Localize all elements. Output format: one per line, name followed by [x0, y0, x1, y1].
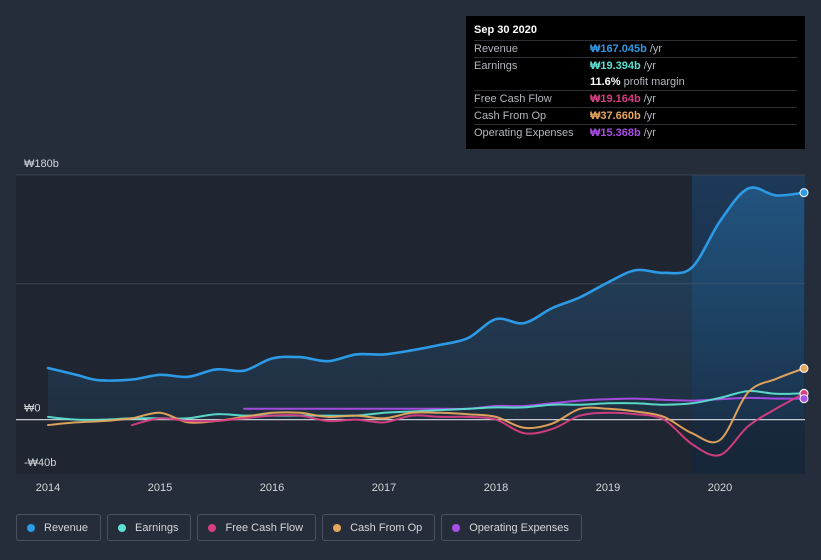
tooltip-label — [474, 74, 590, 90]
tooltip-label: Cash From Op — [474, 110, 547, 122]
tooltip-unit: /yr — [643, 60, 656, 72]
tooltip-date: Sep 30 2020 — [474, 24, 537, 36]
legend-dot-icon — [118, 523, 127, 532]
cash-from-op-end-point — [799, 363, 809, 373]
revenue-area — [48, 187, 804, 420]
x-tick-label: 2018 — [484, 482, 508, 494]
tooltip-row-margin: 11.6% profit margin — [474, 74, 797, 90]
x-tick-label: 2016 — [260, 482, 284, 494]
tooltip-value: ₩19.394b — [590, 60, 641, 72]
revenue-end-point — [799, 188, 809, 198]
tooltip-value: ₩19.164b — [590, 93, 641, 105]
legend-dot-icon — [27, 523, 35, 532]
tooltip-label: Earnings — [474, 60, 518, 72]
tooltip-row-fcf: Free Cash Flow ₩19.164b /yr — [474, 90, 797, 107]
legend-item-revenue[interactable]: Revenue — [16, 514, 102, 541]
x-tick-label: 2017 — [372, 482, 396, 494]
tooltip-label: Revenue — [474, 43, 519, 55]
x-tick-label: 2014 — [36, 482, 60, 494]
tooltip-value: ₩37.660b — [590, 110, 641, 122]
legend-label: Free Cash Flow — [225, 521, 304, 534]
legend-label: Earnings — [135, 521, 179, 534]
y-tick-label: ₩0 — [24, 403, 41, 415]
tooltip-value: ₩167.045b — [590, 43, 647, 55]
tooltip-unit: /yr — [649, 43, 663, 55]
legend-item-earnings[interactable]: Earnings — [107, 514, 192, 541]
chart-legend: Revenue Earnings Free Cash Flow Cash Fro… — [16, 514, 582, 541]
legend-label: Revenue — [44, 521, 89, 534]
legend-item-operating-expenses[interactable]: Operating Expenses — [441, 514, 582, 541]
operating-expenses-end-point — [799, 394, 809, 404]
tooltip-value: ₩15.368b — [590, 127, 641, 139]
tooltip-row-earnings: Earnings ₩19.394b /yr — [474, 57, 797, 74]
legend-dot-icon — [452, 523, 461, 532]
y-tick-label: -₩40b — [24, 457, 56, 469]
tooltip-unit: /yr — [643, 93, 656, 105]
revenue-line — [46, 186, 806, 382]
tooltip-label: Free Cash Flow — [474, 93, 552, 105]
legend-label: Operating Expenses — [469, 521, 569, 534]
cash-from-op-line — [47, 367, 805, 444]
x-tick-label: 2019 — [596, 482, 620, 494]
x-tick-label: 2015 — [148, 482, 172, 494]
legend-dot-icon — [333, 523, 342, 532]
x-tick-label: 2020 — [708, 482, 732, 494]
y-tick-label: ₩180b — [24, 158, 59, 170]
operating-expenses-line — [243, 396, 805, 410]
tooltip-value: 11.6% — [590, 76, 621, 88]
legend-item-free-cash-flow[interactable]: Free Cash Flow — [197, 514, 317, 541]
tooltip-row-revenue: Revenue ₩167.045b /yr — [474, 40, 797, 57]
legend-label: Cash From Op — [350, 521, 423, 534]
tooltip-unit: /yr — [643, 110, 656, 122]
data-tooltip: Sep 30 2020 Revenue ₩167.045b /yr Earnin… — [466, 16, 805, 149]
free-cash-flow-line — [131, 392, 805, 457]
tooltip-unit: /yr — [643, 127, 656, 139]
tooltip-label: Operating Expenses — [474, 127, 574, 139]
tooltip-unit: profit margin — [623, 76, 685, 88]
legend-dot-icon — [208, 523, 217, 532]
tooltip-row-opex: Operating Expenses ₩15.368b /yr — [474, 124, 797, 141]
tooltip-row-cfo: Cash From Op ₩37.660b /yr — [474, 107, 797, 124]
legend-item-cash-from-op[interactable]: Cash From Op — [322, 514, 436, 541]
